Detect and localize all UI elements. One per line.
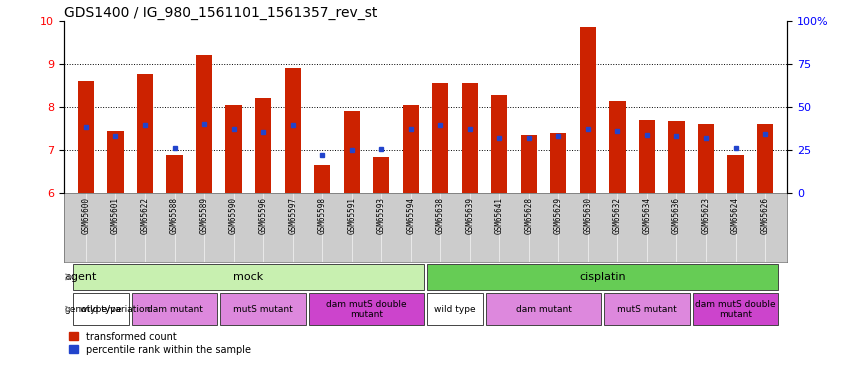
Text: GSM65622: GSM65622 xyxy=(140,197,150,234)
Text: dam mutant: dam mutant xyxy=(146,305,203,314)
Bar xyxy=(309,293,424,325)
Bar xyxy=(373,157,389,193)
Bar xyxy=(107,131,123,193)
Bar xyxy=(604,293,690,325)
Text: GSM65634: GSM65634 xyxy=(643,197,651,234)
Bar xyxy=(693,293,779,325)
Text: dam mutS double
mutant: dam mutS double mutant xyxy=(326,300,407,319)
Text: mutS mutant: mutS mutant xyxy=(233,305,293,314)
Bar xyxy=(196,56,212,193)
Text: GSM65601: GSM65601 xyxy=(111,197,120,234)
Bar xyxy=(72,293,129,325)
Text: wild type: wild type xyxy=(434,305,476,314)
Text: mutS mutant: mutS mutant xyxy=(617,305,677,314)
Bar xyxy=(427,293,483,325)
Text: GSM65632: GSM65632 xyxy=(613,197,622,234)
Text: agent: agent xyxy=(65,272,97,282)
Text: cisplatin: cisplatin xyxy=(580,272,626,282)
Text: GSM65626: GSM65626 xyxy=(761,197,769,234)
Text: GSM65641: GSM65641 xyxy=(494,197,504,234)
Text: dam mutS double
mutant: dam mutS double mutant xyxy=(695,300,776,319)
Text: GSM65628: GSM65628 xyxy=(524,197,534,234)
Text: GSM65594: GSM65594 xyxy=(406,197,415,234)
Bar xyxy=(491,95,507,193)
Text: GSM65596: GSM65596 xyxy=(259,197,267,234)
Text: GSM65590: GSM65590 xyxy=(229,197,238,234)
Text: GSM65598: GSM65598 xyxy=(317,197,327,234)
Text: GSM65636: GSM65636 xyxy=(672,197,681,234)
Text: GDS1400 / IG_980_1561101_1561357_rev_st: GDS1400 / IG_980_1561101_1561357_rev_st xyxy=(64,6,377,20)
Legend: transformed count, percentile rank within the sample: transformed count, percentile rank withi… xyxy=(69,332,251,355)
Bar xyxy=(668,121,684,193)
Text: genotype/variation: genotype/variation xyxy=(65,305,151,314)
Bar xyxy=(432,84,448,193)
Text: wild type: wild type xyxy=(80,305,122,314)
Bar xyxy=(255,98,271,193)
Bar xyxy=(521,135,537,193)
Bar xyxy=(486,293,601,325)
Text: GSM65624: GSM65624 xyxy=(731,197,740,234)
Text: GSM65597: GSM65597 xyxy=(288,197,297,234)
Text: GSM65588: GSM65588 xyxy=(170,197,179,234)
Bar xyxy=(344,111,360,193)
Text: GSM65593: GSM65593 xyxy=(377,197,386,234)
Bar xyxy=(132,293,217,325)
Bar xyxy=(698,123,714,193)
Text: GSM65638: GSM65638 xyxy=(436,197,445,234)
Bar xyxy=(220,293,306,325)
Bar xyxy=(137,74,153,193)
Bar xyxy=(77,81,94,193)
Bar xyxy=(757,123,774,193)
Bar xyxy=(461,84,478,193)
Text: GSM65629: GSM65629 xyxy=(554,197,563,234)
Text: GSM65639: GSM65639 xyxy=(465,197,474,234)
Bar xyxy=(226,105,242,193)
Bar xyxy=(580,27,596,193)
Text: dam mutant: dam mutant xyxy=(516,305,572,314)
Text: GSM65589: GSM65589 xyxy=(200,197,208,234)
Bar xyxy=(284,68,300,193)
Text: GSM65600: GSM65600 xyxy=(82,197,90,234)
Bar xyxy=(72,264,424,290)
Text: GSM65623: GSM65623 xyxy=(701,197,711,234)
Bar xyxy=(609,101,625,193)
Bar xyxy=(314,165,330,193)
Bar xyxy=(403,105,419,193)
Bar xyxy=(427,264,779,290)
Bar xyxy=(167,154,183,193)
Text: mock: mock xyxy=(233,272,264,282)
Bar xyxy=(728,154,744,193)
Text: GSM65591: GSM65591 xyxy=(347,197,357,234)
Bar xyxy=(551,133,567,193)
Bar xyxy=(639,120,655,193)
Text: GSM65630: GSM65630 xyxy=(584,197,592,234)
